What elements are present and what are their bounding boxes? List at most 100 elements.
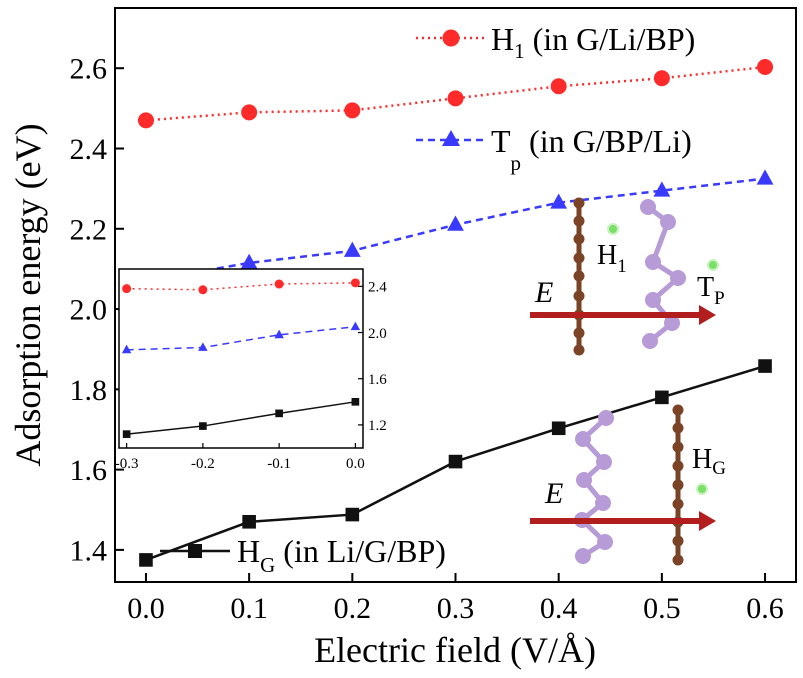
data-point-tp [653,181,671,197]
data-point-hg [655,390,669,405]
x-tick-label: 0.4 [540,592,578,625]
data-point-h1 [447,90,464,107]
graphene-atom [672,554,684,566]
data-point-tp [447,215,464,231]
x-tick-label: 0.3 [437,592,475,625]
x-tick-label: 0.0 [127,592,165,625]
field-label-bottom: E [544,477,563,510]
inset-series-group [121,278,361,438]
bp-atoms-top [640,199,686,349]
legend-tp: Tp (in G/BP/Li) [416,123,692,175]
inset-y-tick-label: 1.2 [368,418,387,434]
inset-y-tick-label: 2.4 [368,280,387,296]
data-point-tp [550,193,568,209]
data-point-h1 [137,112,154,129]
inset-x-tick-label: -0.2 [191,456,215,472]
legend-hg: HG (in Li/G/BP) [160,533,446,577]
y-tick-label: 1.8 [70,374,108,407]
data-point-h1 [757,59,774,76]
inset-plot: -0.3 -0.2 -0.1 0.0 1.2 1.6 2.0 2.4 [115,268,388,472]
y-tick-label: 1.4 [70,534,108,567]
bp-atoms-bottom [574,410,614,564]
site-label-h1: H1 [597,240,627,277]
data-point-tp [240,253,258,269]
legend-tp-marker [442,130,460,146]
inset-data-point-h1 [350,278,360,288]
inset-data-point-hg [275,409,283,418]
bp-atom [645,292,661,308]
data-point-hg [448,454,463,469]
inset-data-point-h1 [122,284,132,294]
li-atom-tp [707,259,719,271]
field-arrow-bottom-head [699,511,716,531]
legend-hg-label: HG (in Li/G/BP) [237,533,446,577]
graphene-atom [672,441,684,453]
data-point-hg [345,507,360,522]
bp-atom [642,333,658,349]
structure-diagram-bottom: E HG [530,404,726,566]
graphene-atom [672,422,684,434]
inset-data-point-h1 [274,279,284,289]
graphene-atom [573,290,585,302]
inset-data-point-hg [351,397,360,406]
inset-data-point-tp [121,344,132,354]
site-label-hg: HG [692,444,726,479]
graphene-atom [573,197,585,209]
inset-axis-ticks: -0.3 -0.2 -0.1 0.0 1.2 1.6 2.0 2.4 [115,280,388,472]
data-point-h1 [550,78,567,95]
data-point-h1 [344,102,361,119]
bp-atom [575,548,591,564]
legend-tp-label: Tp (in G/BP/Li) [491,123,692,175]
legend-hg-marker [188,544,202,558]
data-point-hg [551,421,566,436]
x-tick-label: 0.5 [643,592,681,625]
inset-series-line-tp [126,325,356,351]
bp-atom [596,454,612,470]
bp-atom [660,214,676,230]
graphene-atom [573,270,585,282]
li-atom-hg [696,483,708,495]
field-label-top: E [534,276,553,309]
data-point-tp [343,241,361,257]
legend-h1-marker [442,29,460,47]
data-point-hg [139,553,153,567]
inset-series-line-h1 [126,282,356,291]
inset-data-point-hg [199,422,207,430]
inset-data-point-tp [274,329,284,339]
data-point-hg [758,359,772,373]
x-tick-label: 0.6 [746,592,784,625]
graphene-atom [672,404,684,416]
bp-atom [598,410,614,426]
bp-atom [664,315,680,331]
bp-atom [640,199,656,215]
inset-series-line-hg [126,401,356,435]
y-tick-label: 2.2 [70,213,108,246]
bp-atom [597,534,613,550]
graphene-atom [573,252,585,264]
x-tick-label: 0.1 [230,592,268,625]
graphene-atom [573,344,585,356]
field-arrow-top-head [699,305,716,325]
graphene-atom [672,498,684,510]
data-point-tp [756,169,774,185]
inset-y-tick-label: 2.0 [368,326,387,342]
inset-x-tick-label: -0.1 [267,456,291,472]
inset-data-point-tp [198,342,208,351]
graphene-atoms-bottom [672,404,684,566]
inset-y-tick-label: 1.6 [368,372,387,388]
graphene-atom [672,479,684,491]
graphene-atom [573,327,585,339]
bp-atom [595,495,611,511]
inset-data-point-h1 [198,285,208,295]
y-tick-label: 2.4 [70,133,108,166]
structure-diagram-top: E H1 TP [530,197,725,356]
legend-h1-label: H1 (in G/Li/BP) [491,21,695,63]
data-point-h1 [653,70,670,87]
main-axis-ticks: 0.0 0.1 0.2 0.3 0.4 0.5 0.6 1.4 1.6 1.8 2.0 2.2 2.4 2… [70,53,784,625]
graphene-atom [573,215,585,227]
inset-data-point-tp [350,321,361,331]
li-atom-h1 [607,223,619,235]
graphene-atom [672,535,684,547]
legend-h1: H1 (in G/Li/BP) [416,21,695,63]
